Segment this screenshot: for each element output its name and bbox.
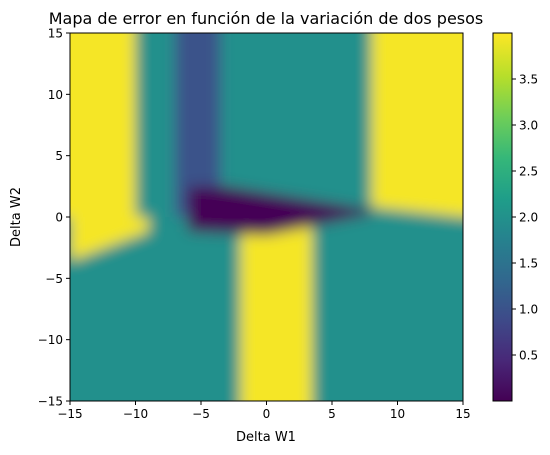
- y-tick-label: 5: [55, 149, 63, 163]
- heatmap-region-transition: [371, 207, 463, 224]
- colorbar-ticks: 0.5 1.0 1.5 2.0 2.5 3.0 3.5: [512, 73, 538, 363]
- colorbar-tick-label: 1.0: [519, 303, 538, 317]
- colorbar-tick-label: 0.5: [519, 349, 538, 363]
- y-tick-label: −5: [45, 272, 63, 286]
- x-tick-label: 5: [328, 407, 336, 421]
- y-tick-label: 10: [48, 88, 63, 102]
- heatmap-region-upper: [220, 33, 372, 217]
- y-tick-label: 0: [55, 211, 63, 225]
- y-tick-label: −10: [38, 333, 63, 347]
- y-axis-label: Delta W2: [9, 187, 24, 247]
- colorbar-tick-label: 3.5: [519, 73, 538, 87]
- chart-title: Mapa de error en función de la variación…: [49, 9, 484, 28]
- colorbar-tick-label: 2.5: [519, 165, 538, 179]
- x-tick-label: −5: [192, 407, 210, 421]
- colorbar-tick-label: 3.0: [519, 119, 538, 133]
- y-tick-label: 15: [48, 27, 63, 41]
- heatmap-region-lower: [240, 217, 313, 401]
- colorbar-tick-label: 2.0: [519, 211, 538, 225]
- y-axis: −15 −10 −5 0 5 10 15: [38, 27, 70, 409]
- x-axis-label: Delta W1: [236, 430, 296, 445]
- y-tick-label: −15: [38, 395, 63, 409]
- heatmap-region-wedge: [70, 217, 149, 262]
- heatmap-region-lower: [312, 217, 463, 401]
- x-axis: −15 −10 −5 0 5 10 15: [57, 401, 471, 421]
- x-tick-label: −15: [57, 407, 82, 421]
- heatmap-plot-area: [70, 33, 463, 401]
- colorbar-gradient: [492, 32, 513, 402]
- x-tick-label: 0: [263, 407, 271, 421]
- x-tick-label: 10: [390, 407, 405, 421]
- colorbar-tick-label: 1.5: [519, 257, 538, 271]
- x-tick-label: 15: [455, 407, 470, 421]
- colorbar: 0.5 1.0 1.5 2.0 2.5 3.0 3.5: [492, 32, 538, 402]
- heatmap-minimum-basin: [187, 186, 372, 236]
- x-tick-label: −10: [123, 407, 148, 421]
- heatmap-region-upper: [135, 33, 175, 217]
- heatmap-region-upper: [371, 33, 463, 217]
- heatmap-region-upper: [70, 33, 136, 217]
